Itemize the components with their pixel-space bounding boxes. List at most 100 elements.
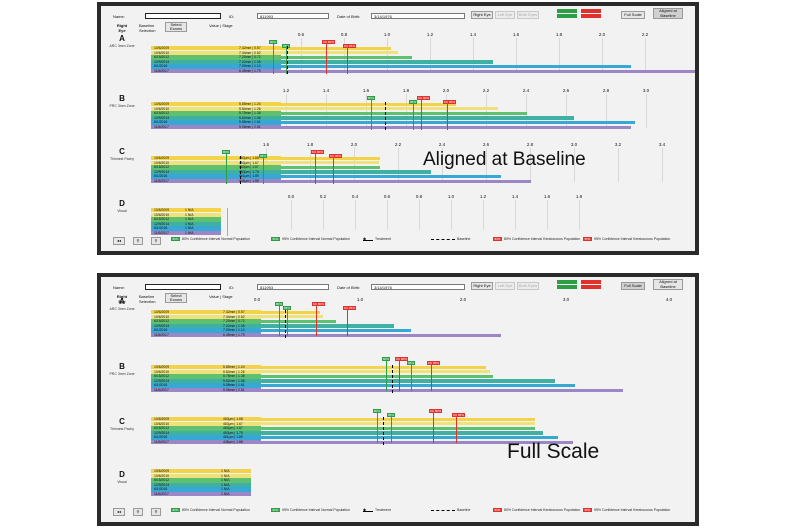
table-row[interactable]: 6/1/2016 7.00mm | 1.14 bbox=[151, 328, 261, 333]
data-bar[interactable] bbox=[261, 384, 575, 388]
data-bar[interactable] bbox=[281, 175, 501, 179]
data-bar[interactable] bbox=[261, 365, 486, 369]
table-row[interactable]: 10/6/2010 463μm | 1.67 bbox=[151, 421, 261, 426]
data-bar[interactable] bbox=[261, 333, 501, 337]
table-row[interactable]: 6/1/2016 461μm | 1.89 bbox=[151, 435, 261, 440]
table-row[interactable]: 6/15/2012 1 N/A bbox=[151, 217, 221, 222]
data-bar[interactable] bbox=[261, 329, 411, 333]
data-bar[interactable] bbox=[281, 170, 431, 174]
table-row[interactable]: 11/6/2017 6.45mm | 1.79 bbox=[151, 333, 261, 338]
table-row[interactable]: 11/6/2017 5.06mm | 2.51 bbox=[151, 388, 261, 393]
green-ci-badge[interactable] bbox=[557, 280, 577, 284]
full-scale-button[interactable]: Full Scale bbox=[621, 11, 645, 19]
table-row[interactable]: 10/6/2009 5.85mm | 1.24 bbox=[151, 365, 261, 370]
table-row[interactable]: 10/6/2010 7.44mm | 0.52 bbox=[151, 314, 261, 319]
data-bar[interactable] bbox=[261, 426, 535, 430]
data-bar[interactable] bbox=[281, 179, 531, 183]
right-eye-button[interactable]: Right Eye bbox=[471, 282, 493, 290]
data-bar[interactable] bbox=[261, 310, 320, 314]
both-eyes-button[interactable]: Both Eyes bbox=[517, 11, 539, 19]
table-row[interactable]: 6/1/2016 7.00mm | 1.14 bbox=[151, 64, 281, 69]
left-eye-button[interactable]: Left Eye bbox=[495, 282, 515, 290]
table-row[interactable]: 12/9/2014 7.22mm | 1.05 bbox=[151, 323, 261, 329]
table-row[interactable]: 10/6/2009 7.42mm | 0.57 bbox=[151, 46, 281, 51]
table-row[interactable]: 6/15/2012 7.20mm | 0.72 bbox=[151, 55, 281, 60]
table-row[interactable]: 11/6/2017 6.45mm | 1.79 bbox=[151, 69, 281, 74]
data-bar[interactable] bbox=[281, 51, 398, 55]
full-scale-button[interactable]: Full Scale bbox=[621, 282, 645, 290]
id-field[interactable]: 811993 bbox=[257, 284, 329, 290]
table-row[interactable]: 10/6/2009 5.85mm | 1.24 bbox=[151, 102, 281, 107]
red-ci-badge-2[interactable] bbox=[581, 14, 601, 18]
table-row[interactable]: 12/9/2014 1 N/A bbox=[151, 221, 221, 227]
table-row[interactable]: 12/9/2014 7.22mm | 1.05 bbox=[151, 59, 281, 65]
table-row[interactable]: 11/6/2017 448μm | 1.88 bbox=[151, 179, 281, 184]
table-row[interactable]: 10/6/2009 7.42mm | 0.57 bbox=[151, 310, 261, 315]
both-eyes-button[interactable]: Both Eyes bbox=[517, 282, 539, 290]
name-field[interactable] bbox=[145, 284, 221, 290]
select-exams-button[interactable]: Select Exams bbox=[165, 293, 187, 303]
table-row[interactable]: 6/15/2012 5.75mm | 1.38 bbox=[151, 111, 281, 116]
green-ci-badge[interactable] bbox=[557, 9, 577, 13]
table-row[interactable]: 10/6/2009 463μm | 1.68 bbox=[151, 417, 261, 422]
table-row[interactable]: 12/9/2014 463μm | 1.75 bbox=[151, 169, 281, 175]
table-row[interactable]: 10/6/2010 5.84mm | 1.26 bbox=[151, 106, 281, 111]
table-row[interactable]: 12/9/2014 5.62mm | 1.56 bbox=[151, 378, 261, 384]
name-field[interactable] bbox=[145, 13, 221, 19]
table-row[interactable]: 11/6/2017 5.06mm | 2.51 bbox=[151, 125, 281, 130]
prev-button[interactable]: ◂◂ bbox=[113, 508, 125, 516]
data-bar[interactable] bbox=[261, 422, 535, 426]
zoom-in-button[interactable]: ⚲ bbox=[151, 508, 161, 516]
table-row[interactable]: 6/1/2016 5.58mm | 1.61 bbox=[151, 383, 261, 388]
table-row[interactable]: 11/6/2017 1 N/A bbox=[151, 231, 221, 236]
table-row[interactable]: 6/15/2012 463μm | 1.67 bbox=[151, 165, 281, 170]
prev-button[interactable]: ◂◂ bbox=[113, 237, 125, 245]
table-row[interactable]: 6/1/2016 461μm | 1.89 bbox=[151, 174, 281, 179]
select-exams-button[interactable]: Select Exams bbox=[165, 22, 187, 32]
table-row[interactable]: 10/6/2010 1 N/A bbox=[151, 473, 251, 478]
table-row[interactable]: 10/6/2009 1 N/A bbox=[151, 208, 221, 213]
table-row[interactable]: 11/6/2017 448μm | 1.88 bbox=[151, 440, 261, 445]
zoom-in-button[interactable]: ⚲ bbox=[151, 237, 161, 245]
data-bar[interactable] bbox=[281, 55, 412, 59]
data-bar[interactable] bbox=[261, 440, 573, 444]
id-field[interactable]: 811993 bbox=[257, 13, 329, 19]
red-ci-badge-2[interactable] bbox=[581, 285, 601, 289]
data-bar[interactable] bbox=[281, 165, 380, 169]
table-row[interactable]: 12/9/2014 463μm | 1.75 bbox=[151, 430, 261, 436]
data-bar[interactable] bbox=[281, 102, 456, 106]
data-bar[interactable] bbox=[261, 388, 623, 392]
data-bar[interactable] bbox=[261, 315, 323, 319]
table-row[interactable]: 6/1/2016 1 N/A bbox=[151, 487, 251, 492]
data-bar[interactable] bbox=[281, 156, 380, 160]
table-row[interactable]: 10/6/2010 5.84mm | 1.26 bbox=[151, 369, 261, 374]
data-bar[interactable] bbox=[261, 417, 535, 421]
table-row[interactable]: 6/15/2012 463μm | 1.67 bbox=[151, 426, 261, 431]
data-bar[interactable] bbox=[281, 161, 379, 165]
table-row[interactable]: 10/6/2010 7.44mm | 0.52 bbox=[151, 50, 281, 55]
table-row[interactable]: 10/6/2009 1 N/A bbox=[151, 469, 251, 474]
green-ci-badge-2[interactable] bbox=[557, 285, 577, 289]
table-row[interactable]: 6/15/2012 5.75mm | 1.38 bbox=[151, 374, 261, 379]
left-eye-button[interactable]: Left Eye bbox=[495, 11, 515, 19]
table-row[interactable]: 10/6/2009 463μm | 1.68 bbox=[151, 156, 281, 161]
table-row[interactable]: 6/15/2012 7.20mm | 0.72 bbox=[151, 319, 261, 324]
data-bar[interactable] bbox=[261, 436, 558, 440]
data-bar[interactable] bbox=[281, 125, 631, 129]
data-bar[interactable] bbox=[261, 374, 493, 378]
data-bar[interactable] bbox=[281, 46, 391, 50]
table-row[interactable]: 6/15/2012 1 N/A bbox=[151, 478, 251, 483]
data-bar[interactable] bbox=[281, 116, 574, 120]
zoom-out-button[interactable]: ⚲ bbox=[133, 237, 143, 245]
data-bar[interactable] bbox=[281, 65, 631, 69]
table-row[interactable]: 10/6/2010 463μm | 1.67 bbox=[151, 160, 281, 165]
data-bar[interactable] bbox=[281, 60, 493, 64]
data-bar[interactable] bbox=[281, 111, 527, 115]
data-bar[interactable] bbox=[281, 107, 498, 111]
data-bar[interactable] bbox=[281, 69, 695, 73]
aligned-baseline-button[interactable]: Aligned at Baseline bbox=[653, 8, 683, 19]
red-ci-badge[interactable] bbox=[581, 9, 601, 13]
zoom-out-button[interactable]: ⚲ bbox=[133, 508, 143, 516]
data-bar[interactable] bbox=[261, 324, 394, 328]
data-bar[interactable] bbox=[261, 431, 543, 435]
